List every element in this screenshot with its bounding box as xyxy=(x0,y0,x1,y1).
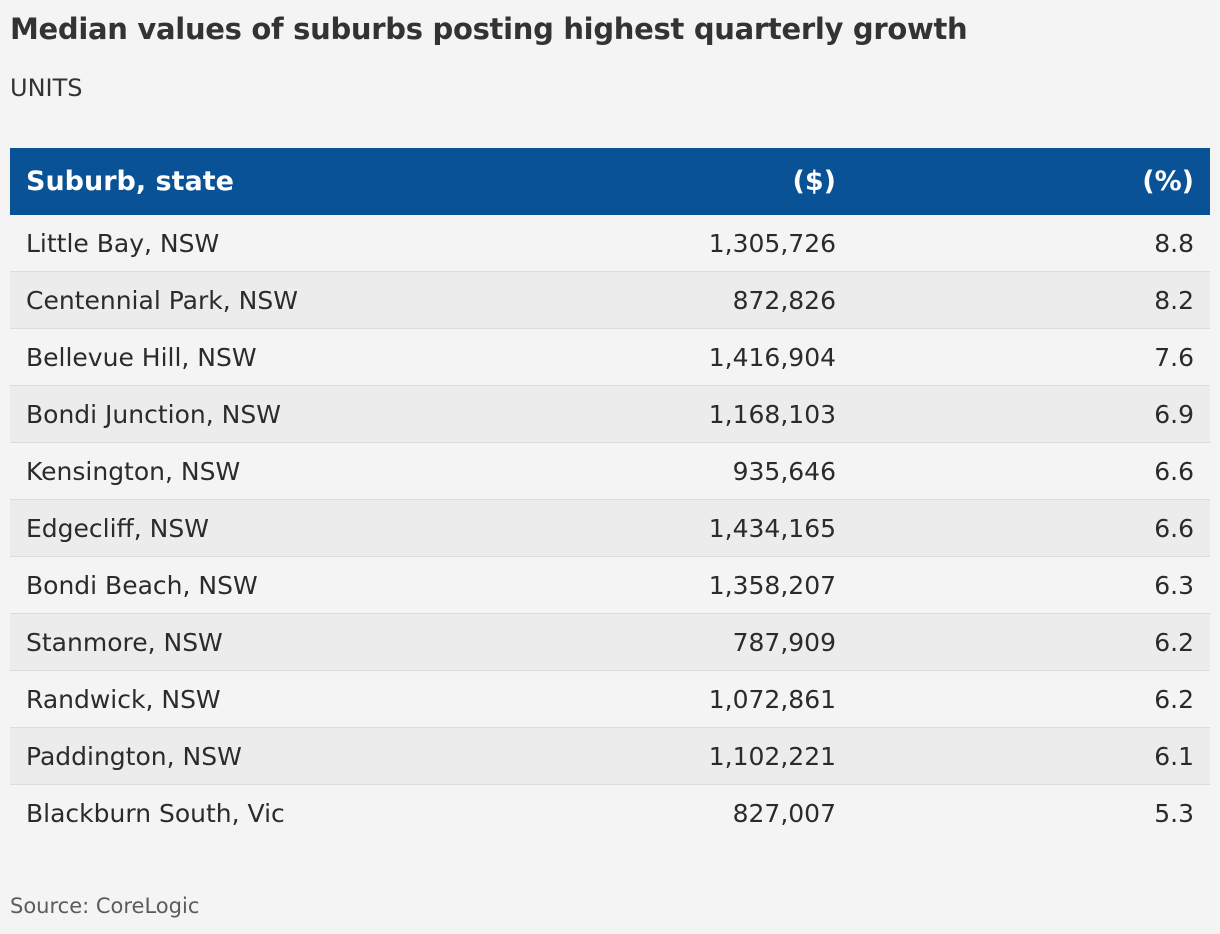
growth-cell: 6.6 xyxy=(1154,513,1194,543)
chart-title: Median values of suburbs posting highest… xyxy=(10,12,968,46)
growth-cell: 6.2 xyxy=(1154,627,1194,657)
median-value-cell: 1,102,221 xyxy=(708,741,836,771)
median-value-cell: 1,358,207 xyxy=(708,570,836,600)
growth-cell: 8.8 xyxy=(1154,228,1194,258)
growth-cell: 6.2 xyxy=(1154,684,1194,714)
data-table: Suburb, state ($) (%) Little Bay, NSW 1,… xyxy=(10,148,1210,842)
suburb-cell: Bellevue Hill, NSW xyxy=(26,342,257,372)
suburb-cell: Edgecliff, NSW xyxy=(26,513,209,543)
median-value-cell: 872,826 xyxy=(732,285,836,315)
header-growth-percent: (%) xyxy=(1142,166,1194,197)
median-value-cell: 1,168,103 xyxy=(708,399,836,429)
growth-cell: 7.6 xyxy=(1154,342,1194,372)
median-value-cell: 827,007 xyxy=(732,799,836,828)
suburb-cell: Bondi Junction, NSW xyxy=(26,399,281,429)
median-value-cell: 1,434,165 xyxy=(708,513,836,543)
table-row: Randwick, NSW 1,072,861 6.2 xyxy=(10,671,1210,728)
growth-cell: 8.2 xyxy=(1154,285,1194,315)
table-row: Stanmore, NSW 787,909 6.2 xyxy=(10,614,1210,671)
table-row: Bondi Junction, NSW 1,168,103 6.9 xyxy=(10,386,1210,443)
growth-cell: 6.3 xyxy=(1154,570,1194,600)
table-row: Bellevue Hill, NSW 1,416,904 7.6 xyxy=(10,329,1210,386)
table-row: Paddington, NSW 1,102,221 6.1 xyxy=(10,728,1210,785)
chart-subtitle: UNITS xyxy=(10,74,83,102)
suburb-cell: Bondi Beach, NSW xyxy=(26,570,258,600)
table-row: Blackburn South, Vic 827,007 5.3 xyxy=(10,785,1210,842)
median-value-cell: 1,072,861 xyxy=(708,684,836,714)
table-row: Bondi Beach, NSW 1,358,207 6.3 xyxy=(10,557,1210,614)
median-value-cell: 787,909 xyxy=(732,627,836,657)
growth-cell: 6.9 xyxy=(1154,399,1194,429)
median-value-cell: 1,305,726 xyxy=(708,228,836,258)
growth-cell: 6.1 xyxy=(1154,741,1194,771)
suburb-cell: Paddington, NSW xyxy=(26,741,242,771)
suburb-cell: Blackburn South, Vic xyxy=(26,799,285,828)
growth-cell: 5.3 xyxy=(1154,799,1194,828)
source-note: Source: CoreLogic xyxy=(10,894,200,918)
suburb-cell: Centennial Park, NSW xyxy=(26,285,298,315)
suburb-cell: Little Bay, NSW xyxy=(26,228,220,258)
header-value-dollars: ($) xyxy=(792,166,836,197)
table-row: Edgecliff, NSW 1,434,165 6.6 xyxy=(10,500,1210,557)
table-row: Little Bay, NSW 1,305,726 8.8 xyxy=(10,215,1210,272)
growth-cell: 6.6 xyxy=(1154,456,1194,486)
median-value-cell: 935,646 xyxy=(732,456,836,486)
table-row: Kensington, NSW 935,646 6.6 xyxy=(10,443,1210,500)
suburb-cell: Stanmore, NSW xyxy=(26,627,223,657)
table-row: Centennial Park, NSW 872,826 8.2 xyxy=(10,272,1210,329)
header-suburb-state: Suburb, state xyxy=(26,166,234,197)
median-value-cell: 1,416,904 xyxy=(708,342,836,372)
suburb-cell: Kensington, NSW xyxy=(26,456,241,486)
table-header: Suburb, state ($) (%) xyxy=(10,148,1210,215)
suburb-cell: Randwick, NSW xyxy=(26,684,221,714)
